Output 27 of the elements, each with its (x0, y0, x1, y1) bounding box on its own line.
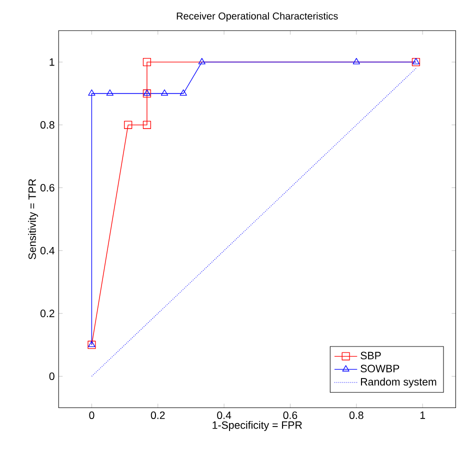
point (352, 58, 360, 64)
x-tick-label: 1 (420, 412, 426, 419)
x-tick-label: 0.2 (150, 412, 165, 420)
legend-label: SBP (360, 352, 381, 360)
point (198, 58, 206, 64)
chart-title: Receiver Operational Characteristics (176, 12, 338, 22)
y-tick-label: 0 (49, 372, 54, 380)
legend-label: SOWBP (360, 364, 400, 372)
point (88, 90, 96, 96)
point (160, 90, 168, 96)
x-tick-label: 0.4 (217, 412, 232, 420)
y-tick-label: 0.2 (40, 310, 54, 318)
point (142, 121, 152, 130)
point (124, 121, 132, 130)
point (180, 90, 187, 96)
x-tick-label: 0 (89, 412, 94, 420)
x-tick-label: 0.6 (283, 412, 298, 420)
y-tick-label: 0.4 (40, 246, 55, 255)
x-tick-label: 0.8 (349, 412, 364, 420)
point (106, 90, 114, 96)
y-axis-title: Sensitivity = TPR (28, 179, 38, 260)
legend-label: Random system (361, 378, 436, 388)
y-tick-label: 1 (50, 58, 54, 66)
y-tick-label: 0.8 (40, 121, 54, 129)
x-axis-title: 1-Specificity = FPR (212, 421, 302, 432)
point (142, 58, 152, 66)
y-tick-label: 0.6 (40, 184, 54, 192)
